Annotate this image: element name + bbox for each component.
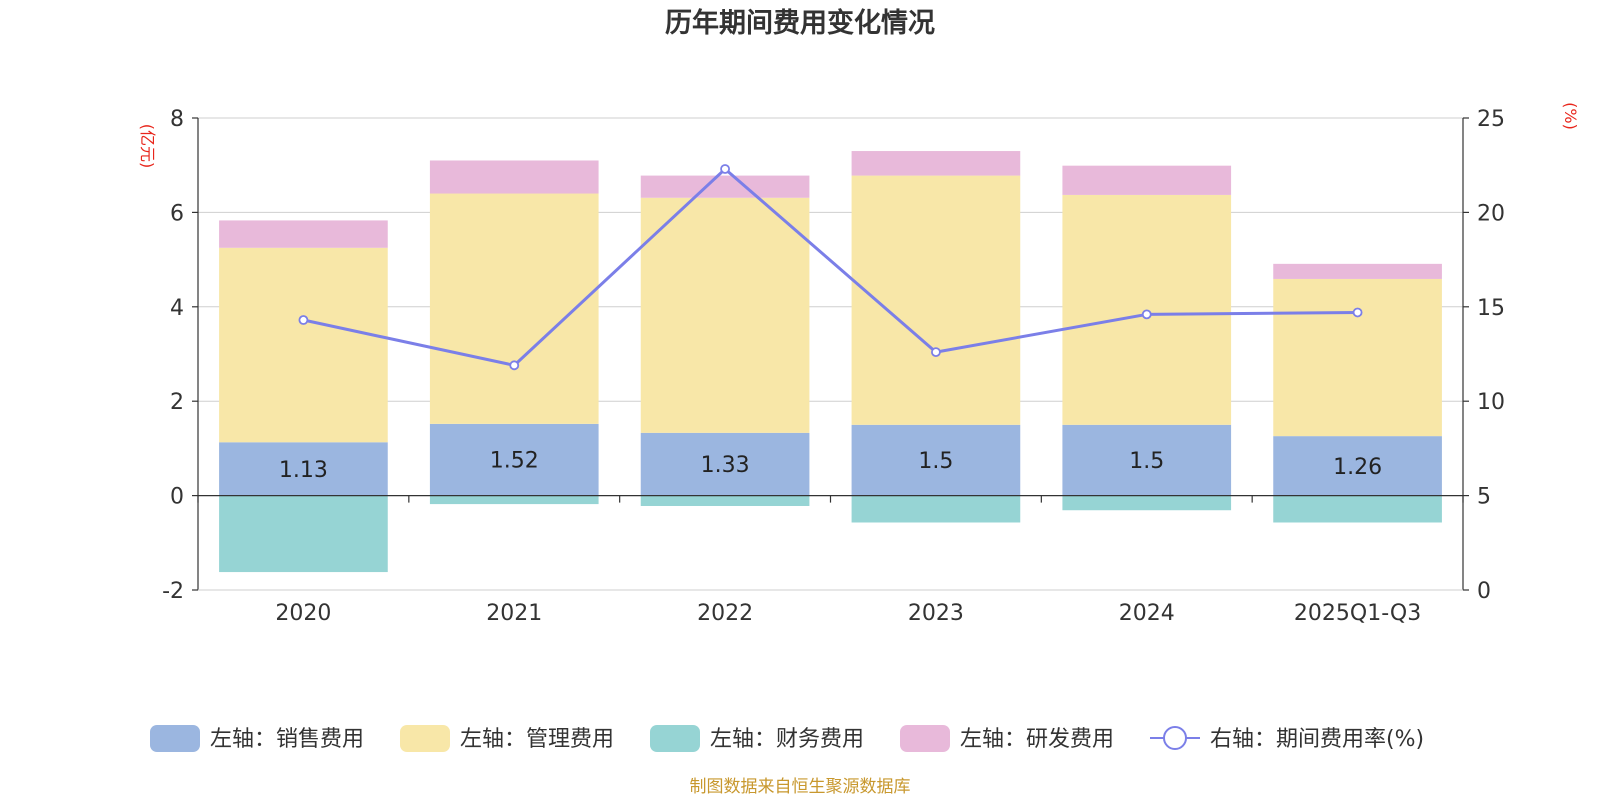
sales-data-label: 1.52 bbox=[490, 449, 539, 474]
rate-point bbox=[1141, 309, 1152, 320]
rate-point bbox=[509, 360, 520, 371]
legend: 左轴：销售费用 左轴：管理费用 左轴：财务费用 左轴：研发费用 右轴：期间费用率(%) bbox=[150, 725, 1424, 752]
sales-data-label: 1.13 bbox=[279, 458, 328, 483]
left-axis-tick-label: 8 bbox=[170, 107, 184, 132]
x-axis-tick-label: 2024 bbox=[1119, 601, 1175, 626]
bar-finance bbox=[851, 495, 1021, 523]
sales-data-label: 1.5 bbox=[918, 449, 953, 474]
x-axis-tick-label: 2025Q1-Q3 bbox=[1294, 601, 1421, 626]
bar-rd bbox=[640, 175, 810, 198]
x-axis-tick-label: 2022 bbox=[697, 601, 753, 626]
bar-rd bbox=[429, 160, 599, 194]
sales-data-label: 1.26 bbox=[1333, 455, 1382, 480]
legend-swatch-finance bbox=[650, 725, 700, 752]
axes: -2 0 2 4 6 8 0 5 10 15 20 25 2020 2021 2022 2023 2024 202… bbox=[162, 107, 1505, 626]
bar-finance bbox=[429, 495, 599, 505]
bar-admin bbox=[640, 197, 810, 433]
x-axis-tick-label: 2021 bbox=[486, 601, 542, 626]
bar-finance bbox=[219, 495, 388, 573]
rate-point bbox=[298, 315, 309, 325]
bar-rd bbox=[1273, 263, 1442, 279]
x-axis-tick-label: 2023 bbox=[908, 601, 964, 626]
legend-swatch-rd bbox=[900, 725, 950, 752]
bar-finance bbox=[1273, 495, 1442, 523]
bar-sales bbox=[1062, 424, 1232, 496]
bar-sales bbox=[429, 423, 599, 496]
legend-swatch-admin bbox=[400, 725, 450, 752]
left-axis-tick-label: -2 bbox=[162, 579, 184, 604]
rate-point bbox=[720, 164, 730, 174]
legend-label-finance: 左轴：财务费用 bbox=[710, 727, 864, 752]
chart-title: 历年期间费用变化情况 bbox=[665, 7, 935, 39]
bar-sales bbox=[1273, 436, 1442, 496]
bar-rd bbox=[1062, 165, 1232, 195]
left-axis-tick-label: 6 bbox=[170, 201, 184, 226]
bar-finance bbox=[640, 495, 810, 506]
legend-swatch-rate-marker bbox=[1163, 726, 1187, 750]
rate-point bbox=[1352, 307, 1363, 318]
right-axis-unit: (%) bbox=[1561, 102, 1580, 130]
right-axis-tick-label: 15 bbox=[1477, 296, 1505, 321]
bars bbox=[219, 151, 1442, 573]
x-axis-tick-label: 2020 bbox=[275, 601, 331, 626]
legend-label-admin: 左轴：管理费用 bbox=[460, 727, 614, 752]
bar-admin bbox=[1273, 278, 1442, 437]
bar-admin bbox=[429, 193, 599, 424]
legend-swatch-sales bbox=[150, 725, 200, 752]
left-axis-tick-label: 0 bbox=[170, 485, 184, 510]
left-axis-tick-label: 2 bbox=[170, 390, 184, 415]
bar-admin bbox=[851, 175, 1021, 425]
legend-label-rate: 右轴：期间费用率(%) bbox=[1210, 727, 1424, 752]
bar-rd bbox=[851, 151, 1021, 176]
sales-data-label: 1.5 bbox=[1129, 449, 1164, 474]
bar-admin bbox=[219, 247, 388, 443]
bar-finance bbox=[1062, 495, 1232, 511]
right-axis-tick-label: 25 bbox=[1477, 107, 1505, 132]
rate-line bbox=[298, 164, 1363, 371]
rate-line-path bbox=[303, 166, 1358, 367]
left-axis-tick-label: 4 bbox=[170, 296, 184, 321]
left-axis-unit: (亿元) bbox=[138, 124, 157, 169]
bar-sales bbox=[219, 442, 388, 496]
data-labels: 1.13 1.52 1.33 1.5 1.5 1.26 bbox=[279, 449, 1382, 483]
right-axis-tick-label: 20 bbox=[1477, 201, 1505, 226]
bar-sales bbox=[851, 424, 1021, 496]
right-axis-tick-label: 0 bbox=[1477, 579, 1491, 604]
legend-label-rd: 左轴：研发费用 bbox=[960, 727, 1114, 752]
right-axis-tick-label: 10 bbox=[1477, 390, 1505, 415]
sales-data-label: 1.33 bbox=[701, 453, 750, 478]
bar-rd bbox=[219, 220, 388, 248]
right-axis-tick-label: 5 bbox=[1477, 485, 1491, 510]
rate-point bbox=[931, 347, 941, 358]
legend-label-sales: 左轴：销售费用 bbox=[210, 727, 364, 752]
bar-sales bbox=[640, 432, 810, 496]
source-note: 制图数据来自恒生聚源数据库 bbox=[690, 777, 911, 797]
